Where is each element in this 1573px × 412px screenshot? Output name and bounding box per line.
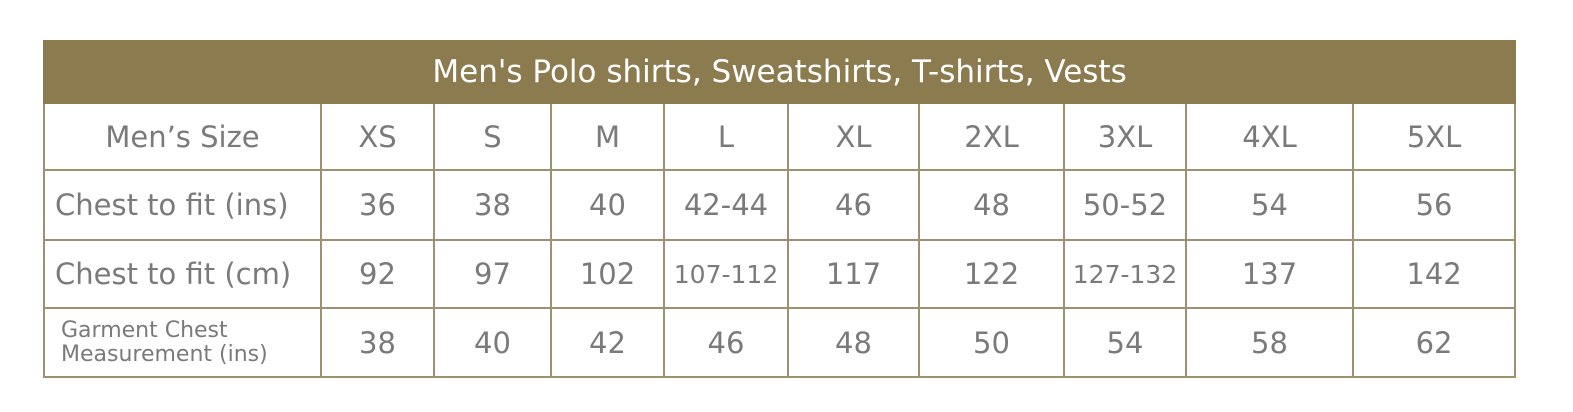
cell: 48	[787, 307, 920, 378]
cell: 58	[1185, 307, 1354, 378]
size-table: Men's Polo shirts, Sweatshirts, T-shirts…	[42, 40, 1517, 378]
cell: 42	[550, 307, 665, 378]
table-row: Chest to fit (ins) 36 38 40 42-44 46 48 50-52 54…	[43, 169, 1517, 241]
cell: 62	[1351, 307, 1517, 378]
row-label: Chest to fit (cm)	[43, 239, 322, 309]
table-row: Garment Chest Measurement (ins) 38 40 42 46 4…	[43, 307, 1517, 378]
cell: 38	[320, 307, 435, 378]
cell: 54	[1063, 307, 1187, 378]
cell: 46	[787, 169, 920, 241]
cell: 2XL	[918, 102, 1065, 171]
cell: 137	[1185, 239, 1354, 309]
cell: 40	[550, 169, 665, 241]
cell: 36	[320, 169, 435, 241]
cell: 50	[918, 307, 1065, 378]
cell: 54	[1185, 169, 1354, 241]
cell: 5XL	[1351, 102, 1517, 171]
cell: 56	[1351, 169, 1517, 241]
cell: 48	[918, 169, 1065, 241]
cell: 46	[663, 307, 789, 378]
cell: 117	[787, 239, 920, 309]
row-label: Men’s Size	[43, 102, 322, 171]
cell: XL	[787, 102, 920, 171]
cell: L	[663, 102, 789, 171]
title-row: Men's Polo shirts, Sweatshirts, T-shirts…	[42, 40, 1517, 104]
cell: 122	[918, 239, 1065, 309]
cell: 38	[433, 169, 552, 241]
cell: 127-132	[1063, 239, 1187, 309]
cell: M	[550, 102, 665, 171]
cell: XS	[320, 102, 435, 171]
row-label: Garment Chest Measurement (ins)	[43, 307, 322, 378]
cell: 97	[433, 239, 552, 309]
cell: 40	[433, 307, 552, 378]
cell: 142	[1351, 239, 1517, 309]
cell: S	[433, 102, 552, 171]
table-row: Chest to fit (cm) 92 97 102 107-112 117 122 127…	[43, 239, 1517, 309]
cell: 107-112	[663, 239, 789, 309]
table-row: Men’s Size XS S M L XL 2XL 3XL 4XL 5XL	[43, 102, 1517, 171]
cell: 3XL	[1063, 102, 1187, 171]
cell: 102	[550, 239, 665, 309]
table-title: Men's Polo shirts, Sweatshirts, T-shirts…	[42, 40, 1517, 104]
cell: 4XL	[1185, 102, 1354, 171]
table-body: Men's Polo shirts, Sweatshirts, T-shirts…	[42, 40, 1517, 378]
cell: 92	[320, 239, 435, 309]
cell: 50-52	[1063, 169, 1187, 241]
row-label: Chest to fit (ins)	[43, 169, 322, 241]
cell: 42-44	[663, 169, 789, 241]
